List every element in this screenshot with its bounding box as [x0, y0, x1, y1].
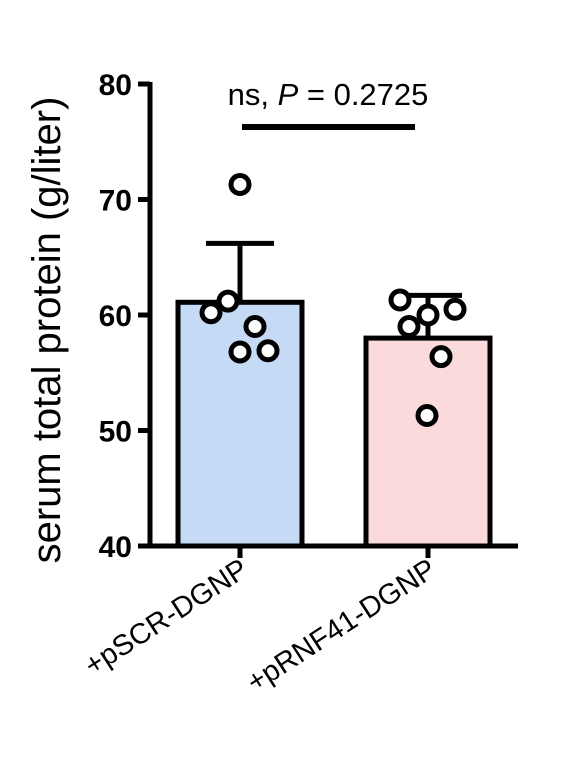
data-point-1-1	[416, 303, 440, 327]
axes-layer: 40 50 60 70 80	[99, 69, 518, 564]
significance-layer: ns, P = 0.2725	[228, 77, 429, 130]
y-tick-label-80: 80	[99, 69, 132, 102]
x-category-label-1: +pRNF41-DGNP	[241, 553, 442, 699]
y-axis-label: serum total protein (g/liter)	[25, 97, 69, 564]
data-point-0-2	[243, 315, 267, 339]
bars-layer	[175, 299, 493, 549]
data-point-1-2	[443, 297, 467, 321]
y-tick-label-70: 70	[99, 185, 132, 218]
data-point-1-3	[397, 315, 421, 339]
bar-1	[363, 335, 493, 549]
y-tick-label-50: 50	[99, 416, 132, 449]
data-point-0-4	[228, 340, 252, 364]
data-point-0-5	[256, 339, 280, 363]
data-point-0-0	[228, 172, 252, 196]
data-point-1-4	[429, 345, 453, 369]
significance-label: ns, P = 0.2725	[228, 77, 429, 112]
bar-0	[175, 299, 305, 549]
points-layer	[199, 172, 467, 427]
data-point-1-5	[415, 403, 439, 427]
data-point-1-0	[388, 288, 412, 312]
y-tick-label-60: 60	[99, 300, 132, 333]
data-point-0-3	[199, 301, 223, 325]
data-point-0-1	[216, 289, 240, 313]
x-category-label-0: +pSCR-DGNP	[79, 553, 254, 682]
y-tick-label-40: 40	[99, 531, 132, 564]
